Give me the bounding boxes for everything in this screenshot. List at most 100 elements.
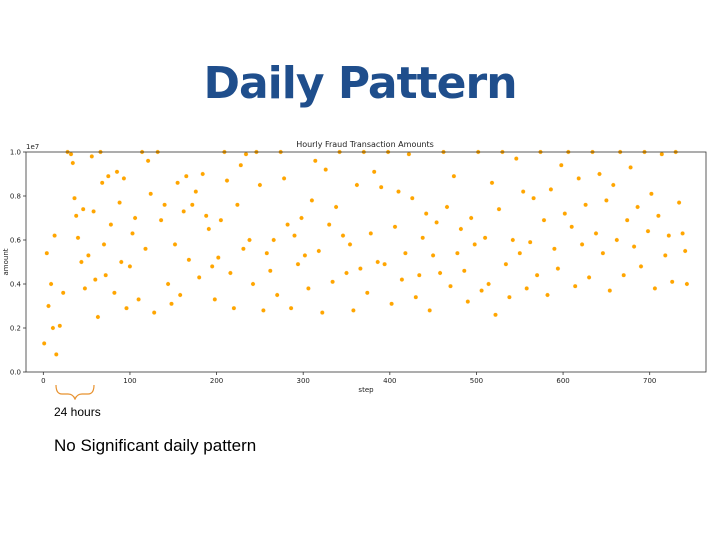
data-point — [224, 178, 230, 183]
data-point — [444, 204, 450, 210]
x-tick-label: 200 — [210, 377, 223, 385]
data-point — [48, 281, 54, 287]
data-point — [344, 270, 349, 276]
data-point — [73, 213, 79, 219]
data-point — [215, 255, 221, 261]
data-point — [382, 261, 387, 267]
data-point — [330, 279, 335, 285]
data-point — [409, 195, 415, 201]
data-point — [271, 237, 277, 243]
data-point — [402, 250, 408, 256]
data-point — [354, 182, 360, 188]
data-point — [121, 176, 127, 181]
plot-frame — [25, 151, 707, 373]
data-point — [247, 237, 252, 243]
data-point — [583, 202, 588, 208]
data-point — [50, 325, 56, 331]
data-point — [527, 239, 533, 245]
data-point — [250, 281, 256, 287]
data-point — [158, 217, 164, 223]
data-point — [183, 173, 189, 179]
data-point — [86, 253, 91, 258]
data-point — [621, 272, 627, 278]
data-point — [60, 290, 66, 296]
x-tick-label: 300 — [297, 377, 310, 385]
data-point — [288, 305, 294, 311]
data-point — [545, 292, 550, 298]
data-point — [572, 283, 578, 289]
data-point — [136, 296, 142, 302]
data-point — [281, 176, 287, 181]
data-point — [392, 224, 398, 230]
data-point — [162, 202, 168, 208]
data-point — [503, 261, 509, 267]
x-tick-label: 0 — [41, 377, 45, 385]
data-point — [267, 268, 273, 274]
data-point — [72, 195, 77, 201]
data-point — [117, 200, 123, 205]
data-point — [496, 206, 502, 212]
data-point — [631, 244, 637, 250]
data-point — [218, 217, 224, 223]
data-point — [302, 253, 308, 258]
data-point — [364, 290, 370, 296]
data-point — [148, 191, 154, 197]
data-point — [371, 169, 377, 175]
data-point — [437, 270, 443, 276]
data-point — [227, 270, 233, 276]
data-point — [645, 228, 651, 234]
y-tick-label: 0.8 — [10, 193, 21, 201]
data-point — [175, 180, 181, 186]
data-point — [91, 209, 97, 214]
data-point — [531, 195, 536, 201]
data-point — [112, 290, 117, 296]
data-point — [323, 167, 329, 172]
data-point — [240, 246, 246, 252]
data-point — [82, 285, 88, 291]
data-point — [145, 158, 151, 164]
y-tick-label: 0.4 — [10, 281, 22, 289]
y-scale-label: 1e7 — [26, 143, 39, 151]
y-tick-label: 1.0 — [10, 149, 21, 157]
x-tick-label: 400 — [383, 377, 396, 385]
data-point — [451, 173, 457, 179]
data-point — [635, 204, 640, 210]
data-point — [189, 202, 195, 208]
data-point — [649, 191, 654, 197]
data-point — [165, 281, 171, 287]
data-point — [114, 169, 120, 175]
data-point — [416, 272, 422, 278]
data-point — [510, 237, 516, 243]
data-point — [181, 209, 187, 214]
data-point — [399, 277, 405, 283]
data-point — [53, 351, 59, 357]
data-point — [517, 250, 523, 256]
data-point — [569, 224, 575, 230]
data-point — [203, 213, 209, 219]
data-point — [169, 301, 174, 307]
data-point — [143, 246, 148, 252]
data-point — [295, 261, 301, 267]
data-point — [206, 226, 212, 232]
caption: No Significant daily pattern — [54, 436, 257, 455]
data-point — [212, 296, 218, 302]
data-point — [243, 151, 249, 157]
data-point — [614, 237, 620, 243]
data-point — [285, 222, 290, 228]
fraud-scatter-chart: Hourly Fraud Transaction Amounts 1e7 0 10… — [2, 140, 707, 400]
data-point — [552, 246, 557, 252]
data-point — [46, 303, 51, 309]
x-axis-label: step — [358, 386, 374, 394]
data-point — [562, 211, 568, 217]
data-point — [534, 272, 540, 278]
data-point — [132, 215, 138, 221]
points-layer — [41, 149, 690, 357]
data-point — [461, 268, 467, 274]
data-point — [624, 217, 630, 223]
data-point — [347, 242, 353, 247]
data-point — [124, 305, 129, 311]
data-point — [79, 259, 84, 265]
data-point — [357, 266, 363, 272]
data-point — [196, 274, 202, 280]
data-point — [378, 184, 384, 190]
